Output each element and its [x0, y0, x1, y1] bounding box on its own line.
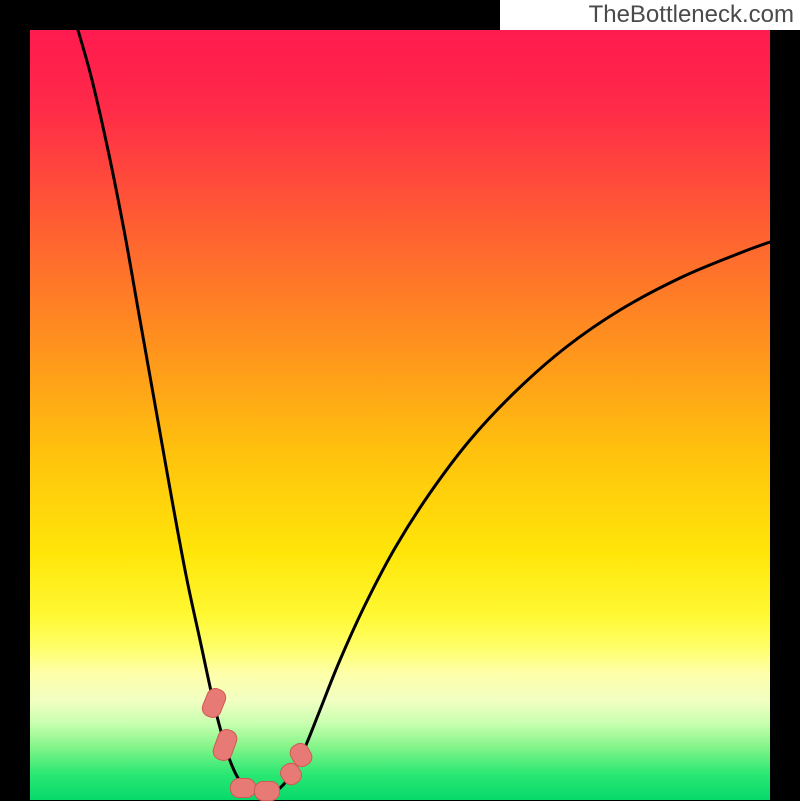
curve-marker	[210, 727, 240, 764]
curve-markers	[0, 0, 800, 800]
curve-marker	[230, 778, 256, 798]
curve-marker	[254, 781, 280, 801]
curve-marker	[199, 685, 229, 720]
